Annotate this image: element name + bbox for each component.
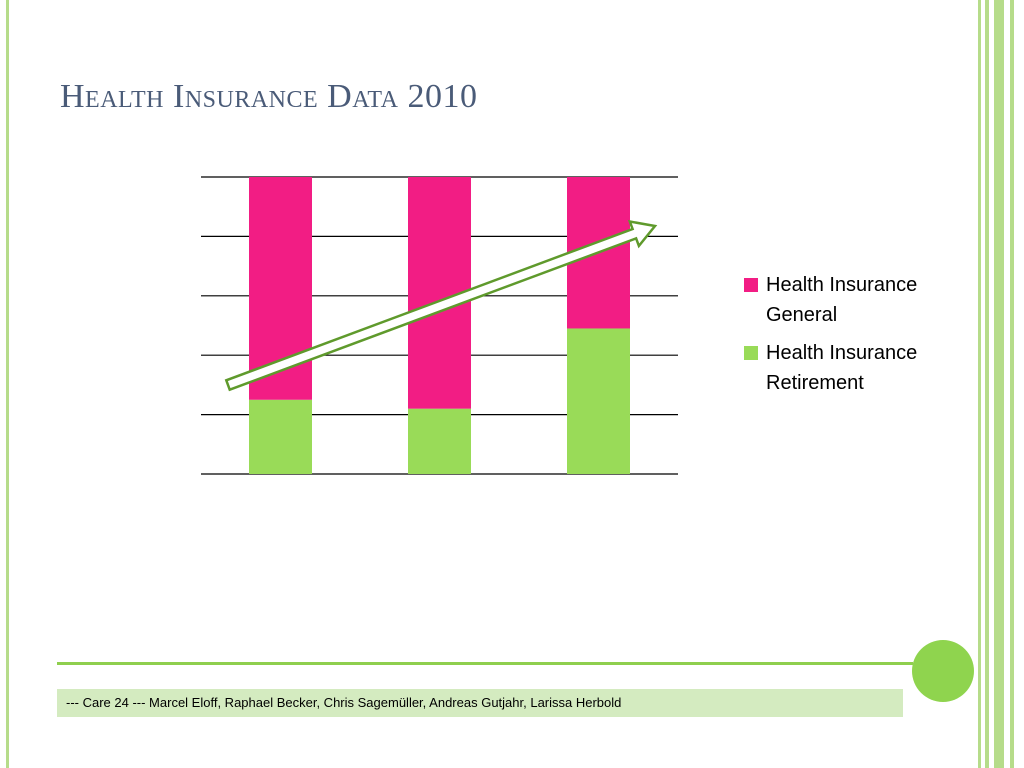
slide-title: Health Insurance Data 2010 <box>60 78 478 115</box>
legend-swatch-general <box>744 278 758 292</box>
slide-frame-right-1 <box>978 0 981 768</box>
legend-swatch-retirement <box>744 346 758 360</box>
slide-frame-right-3 <box>994 0 1004 768</box>
bar-segment-retirement <box>567 328 630 474</box>
legend-item-retirement: Health Insurance Retirement <box>744 338 974 398</box>
legend-label-general: Health Insurance General <box>766 274 918 326</box>
chart-legend: Health Insurance General Health Insuranc… <box>744 270 974 406</box>
slide-frame-right-2 <box>985 0 989 768</box>
footer-text: --- Care 24 --- Marcel Eloff, Raphael Be… <box>57 689 903 717</box>
bar-segment-retirement <box>408 408 471 474</box>
legend-label-retirement: Health Insurance Retirement <box>766 342 918 394</box>
bar-segment-retirement <box>249 399 312 474</box>
legend-item-general: Health Insurance General <box>744 270 974 330</box>
slide-frame-right-4 <box>1010 0 1014 768</box>
slide-frame-left <box>6 0 9 768</box>
footer-circle-decoration <box>912 640 974 702</box>
footer-divider <box>57 662 913 665</box>
trend-arrow <box>224 219 658 392</box>
